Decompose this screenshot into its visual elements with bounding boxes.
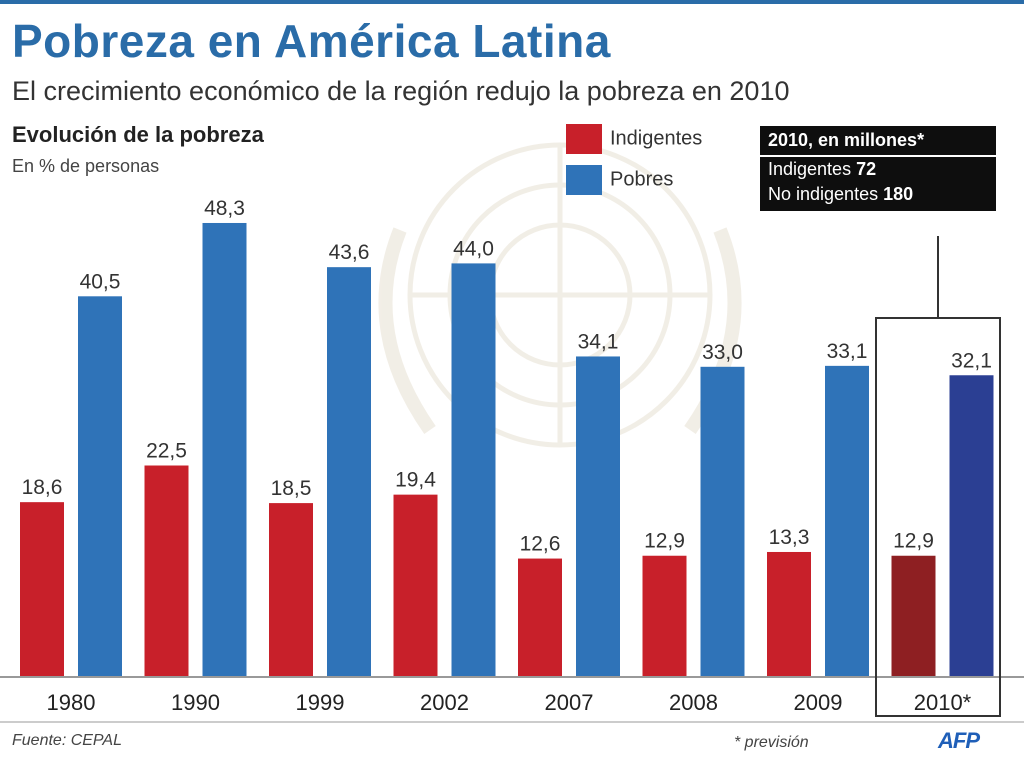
legend-item-indigentes: Indigentes: [566, 124, 702, 154]
info-row-no-indigentes: No indigentes 180: [760, 182, 996, 211]
info-box-2010: 2010, en millones* Indigentes 72 No indi…: [760, 126, 996, 211]
data-label-pobres-1999: 43,6: [329, 241, 370, 264]
x-tick-label-1990: 1990: [171, 690, 220, 715]
chart-section-title: Evolución de la pobreza: [12, 122, 264, 147]
bar-pobres-1999: [327, 267, 371, 677]
unit-label: En % de personas: [12, 156, 160, 176]
bar-indigentes-2008: [642, 555, 687, 677]
legend-label-pobres: Pobres: [610, 168, 674, 191]
page-subtitle: El crecimiento económico de la región re…: [12, 76, 790, 106]
bar-indigentes-2007: [518, 558, 562, 677]
top-rule: [0, 0, 1024, 4]
footnote: * previsión: [734, 734, 809, 751]
bar-indigentes-1999: [269, 503, 313, 677]
data-label-pobres-2008: 33,0: [702, 341, 743, 364]
x-tick-label-1999: 1999: [296, 690, 345, 715]
bar-indigentes-1980: [20, 502, 64, 677]
x-tick-label-2007: 2007: [545, 690, 594, 715]
afp-logo: AFP: [938, 728, 980, 753]
data-label-indigentes-1990: 22,5: [146, 440, 187, 463]
data-label-indigentes-1999: 18,5: [271, 477, 312, 500]
bar-pobres-2002: [451, 263, 496, 677]
bar-pobres-2007: [576, 356, 620, 677]
data-label-indigentes-2008: 12,9: [644, 530, 685, 553]
data-label-indigentes-2007: 12,6: [520, 533, 561, 556]
data-label-indigentes-2010: 12,9: [893, 530, 934, 553]
info-row-indigentes-label: Indigentes: [768, 159, 852, 179]
bar-pobres-1980: [78, 296, 122, 677]
info-row-no-indigentes-label: No indigentes: [768, 184, 879, 204]
x-tick-label-2010: 2010*: [914, 690, 972, 715]
data-label-pobres-1980: 40,5: [80, 270, 121, 293]
info-box-heading: 2010, en millones*: [760, 126, 996, 157]
data-label-indigentes-1980: 18,6: [22, 476, 63, 499]
x-tick-label-2008: 2008: [669, 690, 718, 715]
bar-pobres-2008: [700, 366, 745, 677]
legend-swatch-indigentes: [566, 124, 602, 154]
un-emblem-watermark: [378, 142, 742, 448]
info-row-no-indigentes-value: 180: [883, 184, 914, 204]
data-label-pobres-2010: 32,1: [951, 349, 992, 372]
bar-pobres-2009: [825, 365, 869, 677]
x-tick-label-1980: 1980: [47, 690, 96, 715]
bar-pobres-2010: [949, 375, 994, 677]
data-label-pobres-2009: 33,1: [827, 340, 868, 363]
x-tick-label-2009: 2009: [794, 690, 843, 715]
bar-indigentes-2002: [393, 494, 438, 677]
data-label-pobres-1990: 48,3: [204, 197, 245, 220]
data-label-pobres-2007: 34,1: [578, 330, 619, 353]
legend-item-pobres: Pobres: [566, 165, 673, 195]
source-note: Fuente: CEPAL: [12, 732, 122, 749]
data-label-indigentes-2002: 19,4: [395, 469, 436, 492]
legend-label-indigentes: Indigentes: [610, 127, 703, 150]
page-title: Pobreza en América Latina: [12, 15, 611, 67]
info-row-indigentes-value: 72: [856, 159, 877, 179]
data-label-pobres-2002: 44,0: [453, 237, 494, 260]
legend-swatch-pobres: [566, 165, 602, 195]
x-tick-label-2002: 2002: [420, 690, 469, 715]
bar-indigentes-1990: [144, 465, 189, 677]
bar-pobres-1990: [202, 222, 247, 678]
data-label-indigentes-2009: 13,3: [769, 526, 810, 549]
info-row-indigentes: Indigentes 72: [760, 157, 996, 182]
bar-indigentes-2010: [891, 555, 936, 677]
bar-indigentes-2009: [767, 551, 811, 677]
